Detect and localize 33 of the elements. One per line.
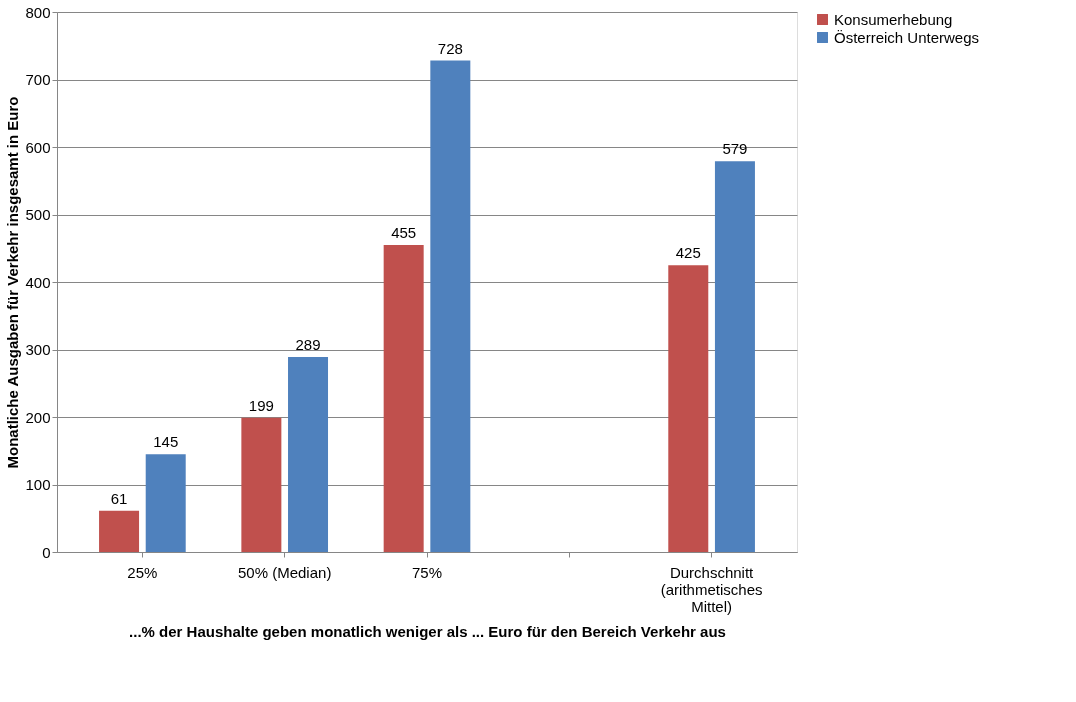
bar [288, 356, 329, 552]
x-tick-label: 75% [411, 563, 443, 581]
y-tick-label: 700 [25, 71, 51, 88]
y-tick-label: 500 [25, 206, 51, 223]
x-tick-label: 50% (Median) [238, 563, 332, 581]
data-label: 728 [437, 39, 463, 57]
x-axis-title: ...% der Haushalte geben monatlich weniger als ... Euro für den Bereich Verkehr aus [129, 622, 726, 640]
data-label: 145 [153, 433, 179, 451]
bar [668, 265, 709, 552]
bar [145, 454, 186, 552]
data-label: 579 [722, 140, 748, 158]
y-tick-label: 600 [25, 138, 51, 156]
bar [714, 161, 755, 552]
data-label: 61 [110, 489, 128, 507]
y-tick-label: 0 [42, 543, 51, 561]
bar [99, 510, 140, 552]
x-tick-label: 25% [127, 563, 158, 581]
bar [383, 244, 424, 552]
data-label: 199 [248, 396, 274, 414]
y-tick-label: 300 [25, 341, 51, 358]
y-tick-label: 100 [25, 476, 51, 493]
bar [241, 417, 282, 552]
x-tick-label: Durchschnitt (arithmetisches Mittel) [660, 563, 763, 615]
y-tick-label: 400 [25, 273, 51, 291]
bar [430, 60, 471, 552]
y-axis-title: Monatliche Ausgaben für Verkehr insgesamt in Euro [4, 96, 22, 469]
data-label: 425 [675, 244, 701, 262]
legend-label: Konsumerhebung [834, 10, 953, 28]
data-label: 289 [295, 335, 321, 353]
data-label: 455 [391, 223, 417, 241]
y-tick-label: 800 [25, 3, 51, 21]
legend-label: Österreich Unterwegs [834, 28, 980, 46]
y-tick-label: 200 [25, 408, 51, 426]
